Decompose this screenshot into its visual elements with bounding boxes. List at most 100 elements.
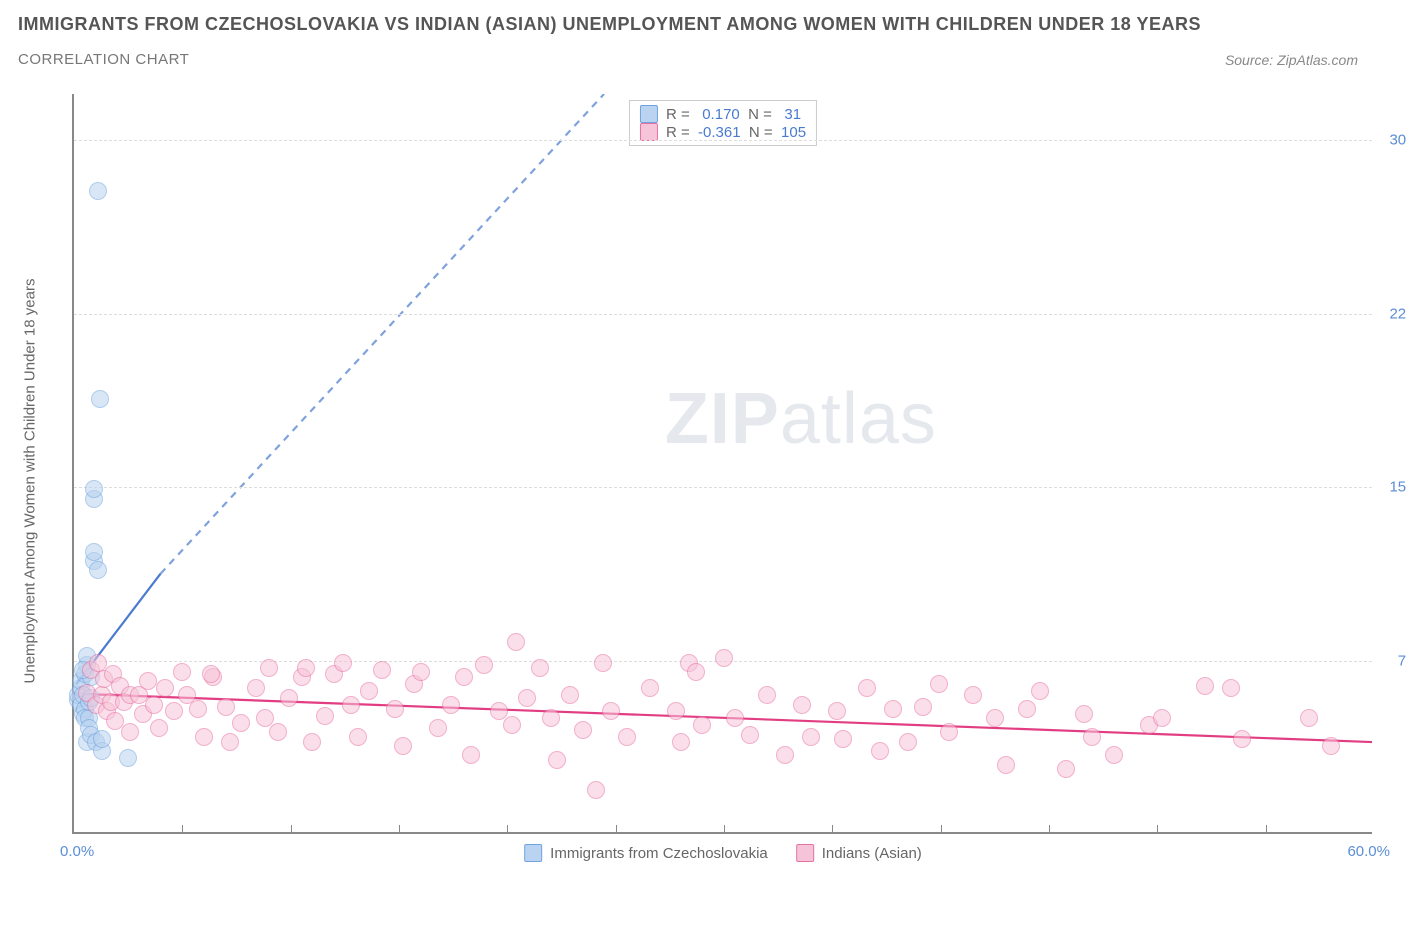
data-point-indian xyxy=(871,742,889,760)
data-point-indian xyxy=(1105,746,1123,764)
legend-item-indian: Indians (Asian) xyxy=(796,844,922,862)
x-tick-minor xyxy=(1157,825,1158,833)
data-point-indian xyxy=(594,654,612,672)
y-tick-label: 30.0% xyxy=(1377,132,1406,149)
legend-swatch xyxy=(640,105,658,123)
data-point-indian xyxy=(726,709,744,727)
grid-line xyxy=(74,487,1372,488)
data-point-indian xyxy=(195,728,213,746)
legend-swatch xyxy=(524,844,542,862)
x-tick-max: 60.0% xyxy=(1347,843,1390,860)
data-point-indian xyxy=(386,700,404,718)
y-tick-label: 7.5% xyxy=(1377,652,1406,669)
data-point-indian xyxy=(715,649,733,667)
data-point-indian xyxy=(303,733,321,751)
data-point-indian xyxy=(349,728,367,746)
data-point-indian xyxy=(940,723,958,741)
data-point-indian xyxy=(202,665,220,683)
data-point-indian xyxy=(672,733,690,751)
data-point-indian xyxy=(316,707,334,725)
data-point-indian xyxy=(687,663,705,681)
data-point-czech xyxy=(91,390,109,408)
data-point-indian xyxy=(1075,705,1093,723)
y-tick-label: 15.0% xyxy=(1377,479,1406,496)
x-tick-minor xyxy=(507,825,508,833)
data-point-indian xyxy=(442,696,460,714)
legend-item-czech: Immigrants from Czechoslovakia xyxy=(524,844,768,862)
data-point-indian xyxy=(884,700,902,718)
data-point-indian xyxy=(1083,728,1101,746)
data-point-indian xyxy=(394,737,412,755)
data-point-indian xyxy=(297,659,315,677)
data-point-indian xyxy=(165,702,183,720)
stats-legend: R = 0.170 N = 31R = -0.361 N = 105 xyxy=(629,100,817,146)
correlation-chart: Unemployment Among Women with Children U… xyxy=(18,86,1388,876)
data-point-indian xyxy=(802,728,820,746)
data-point-indian xyxy=(1153,709,1171,727)
data-point-indian xyxy=(693,716,711,734)
data-point-indian xyxy=(858,679,876,697)
data-point-indian xyxy=(641,679,659,697)
x-tick-minor xyxy=(616,825,617,833)
data-point-indian xyxy=(758,686,776,704)
data-point-indian xyxy=(828,702,846,720)
data-point-indian xyxy=(618,728,636,746)
x-tick-minor xyxy=(832,825,833,833)
data-point-indian xyxy=(518,689,536,707)
data-point-indian xyxy=(1233,730,1251,748)
data-point-czech xyxy=(89,182,107,200)
legend-label: Immigrants from Czechoslovakia xyxy=(550,845,768,862)
y-tick-label: 22.5% xyxy=(1377,305,1406,322)
data-point-indian xyxy=(1057,760,1075,778)
x-tick-minor xyxy=(182,825,183,833)
x-tick-minor xyxy=(399,825,400,833)
data-point-indian xyxy=(145,696,163,714)
data-point-indian xyxy=(561,686,579,704)
x-tick-min: 0.0% xyxy=(60,843,94,860)
x-tick-minor xyxy=(941,825,942,833)
data-point-indian xyxy=(232,714,250,732)
data-point-indian xyxy=(247,679,265,697)
data-point-indian xyxy=(121,723,139,741)
data-point-indian xyxy=(280,689,298,707)
grid-line xyxy=(74,314,1372,315)
data-point-indian xyxy=(373,661,391,679)
y-axis-label: Unemployment Among Women with Children U… xyxy=(22,279,39,684)
legend-swatch xyxy=(796,844,814,862)
stats-row-czech: R = 0.170 N = 31 xyxy=(640,105,806,123)
data-point-indian xyxy=(455,668,473,686)
data-point-indian xyxy=(412,663,430,681)
data-point-indian xyxy=(217,698,235,716)
data-point-indian xyxy=(1322,737,1340,755)
data-point-indian xyxy=(531,659,549,677)
chart-subtitle: CORRELATION CHART xyxy=(18,51,189,68)
data-point-indian xyxy=(548,751,566,769)
data-point-indian xyxy=(462,746,480,764)
data-point-indian xyxy=(776,746,794,764)
data-point-indian xyxy=(542,709,560,727)
data-point-indian xyxy=(587,781,605,799)
data-point-czech xyxy=(119,749,137,767)
x-tick-minor xyxy=(724,825,725,833)
data-point-indian xyxy=(741,726,759,744)
data-point-czech xyxy=(85,480,103,498)
data-point-indian xyxy=(189,700,207,718)
stats-row-indian: R = -0.361 N = 105 xyxy=(640,123,806,141)
data-point-czech xyxy=(89,561,107,579)
data-point-indian xyxy=(914,698,932,716)
data-point-indian xyxy=(507,633,525,651)
data-point-indian xyxy=(269,723,287,741)
data-point-indian xyxy=(342,696,360,714)
data-point-czech xyxy=(93,730,111,748)
data-point-indian xyxy=(1196,677,1214,695)
data-point-indian xyxy=(1300,709,1318,727)
data-point-indian xyxy=(574,721,592,739)
x-tick-minor xyxy=(1266,825,1267,833)
data-point-indian xyxy=(221,733,239,751)
x-tick-minor xyxy=(291,825,292,833)
data-point-indian xyxy=(834,730,852,748)
data-point-indian xyxy=(503,716,521,734)
data-point-indian xyxy=(1222,679,1240,697)
legend-swatch xyxy=(640,123,658,141)
chart-title: IMMIGRANTS FROM CZECHOSLOVAKIA VS INDIAN… xyxy=(18,14,1388,35)
